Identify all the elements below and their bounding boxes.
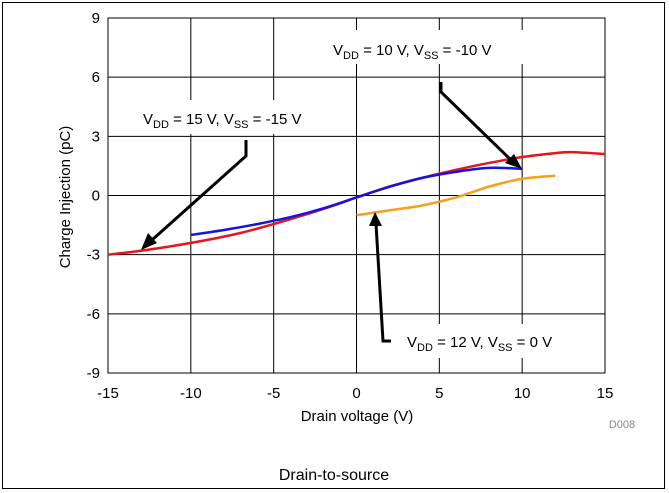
y-axis-label: Charge Injection (pC): [57, 126, 74, 269]
y-tick-label-2: -3: [87, 247, 100, 264]
y-tick-labels: -9 -6 -3 0 3 6 9: [87, 10, 100, 382]
x-tick-labels: -15 -10 -5 0 5 10 15: [97, 385, 613, 402]
x-tick-label-6: 15: [597, 385, 614, 402]
annotation-box-12v: [398, 324, 598, 358]
series-line-1: [190, 166, 523, 237]
x-axis-label: Drain voltage (V): [301, 408, 414, 425]
annotation-15v: VDD = 15 V, VSS = -15 V: [143, 111, 301, 131]
y-tick-label-3: 0: [92, 188, 100, 205]
y-tick-label-6: 9: [92, 10, 100, 27]
x-tick-label-5: 10: [514, 385, 531, 402]
x-tick-label-4: 5: [435, 385, 443, 402]
annotation-box-15v: [132, 100, 354, 134]
annotation-box-10v: [322, 30, 552, 64]
x-tick-label-3: 0: [352, 385, 360, 402]
grid-lines: [107, 17, 606, 374]
series-line-2: [356, 174, 556, 217]
arrow-10v: [439, 82, 513, 162]
y-tick-label-0: -9: [87, 365, 100, 382]
figure-frame: [2, 2, 665, 489]
arrowhead-10v: [505, 154, 522, 169]
y-tick-label-5: 6: [92, 69, 100, 86]
arrowhead-15v: [141, 233, 157, 250]
annotation-10v: VDD = 10 V, VSS = -10 V: [333, 42, 491, 62]
figure-caption: Drain-to-source: [279, 467, 389, 484]
arrowhead-12v: [369, 212, 382, 226]
series-group: [107, 150, 606, 256]
y-tick-label-4: 3: [92, 128, 100, 145]
annotation-12v: VDD = 12 V, VSS = 0 V: [407, 334, 552, 354]
annotation-arrows: [141, 82, 522, 343]
arrow-15v: [151, 140, 248, 242]
y-tick-label-1: -6: [87, 306, 100, 323]
plot-border: [107, 17, 606, 374]
x-tick-label-0: -15: [97, 385, 119, 402]
plot-area: [107, 17, 606, 374]
arrow-12v: [374, 223, 391, 343]
x-tick-label-1: -10: [180, 385, 202, 402]
figure-id: D008: [609, 419, 635, 431]
x-tick-label-2: -5: [267, 385, 280, 402]
